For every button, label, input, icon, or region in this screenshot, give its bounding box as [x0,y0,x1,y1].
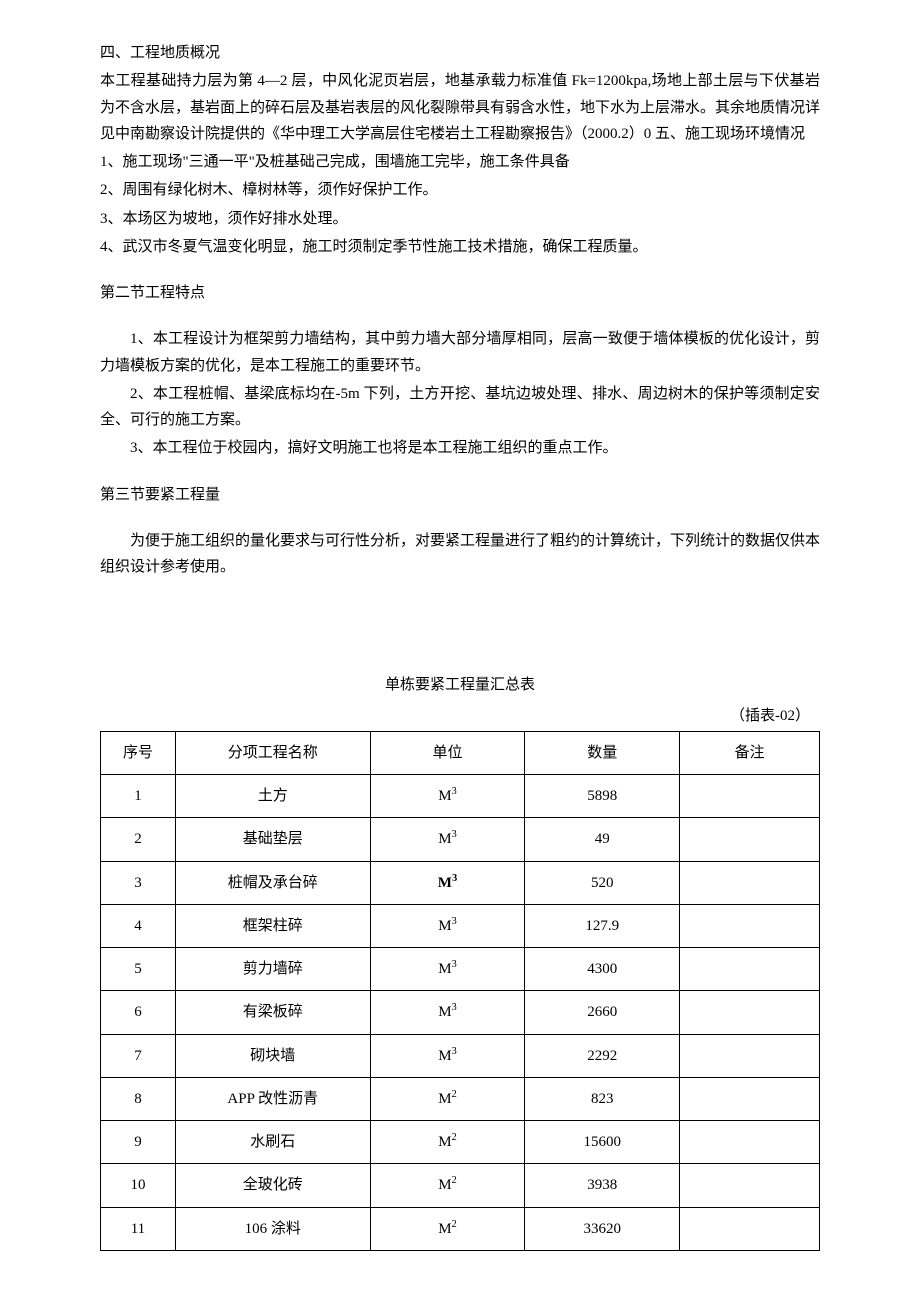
cell-remark [680,948,820,991]
cell-qty: 4300 [525,948,680,991]
section-4: 四、工程地质概况 本工程基础持力层为第 4—2 层，中风化泥页岩层，地基承载力标… [100,40,820,260]
cell-remark [680,1164,820,1207]
header-name: 分项工程名称 [175,731,370,774]
cell-qty: 15600 [525,1121,680,1164]
cell-qty: 33620 [525,1207,680,1250]
cell-qty: 127.9 [525,904,680,947]
table-label: （插表-02） [100,703,820,729]
section-4-item-4: 4、武汉市冬夏气温变化明显，施工时须制定季节性施工技术措施，确保工程质量。 [100,234,820,260]
cell-seq: 1 [101,775,176,818]
section-b-item-3: 3、本工程位于校园内，搞好文明施工也将是本工程施工组织的重点工作。 [100,435,820,461]
cell-name: 土方 [175,775,370,818]
section-b-item-2: 2、本工程桩帽、基梁底标均在-5m 下列，土方开挖、基坑边坡处理、排水、周边树木… [100,381,820,434]
table-row: 9水刷石M215600 [101,1121,820,1164]
header-qty: 数量 [525,731,680,774]
spacer [100,464,820,482]
cell-seq: 6 [101,991,176,1034]
table-body: 1土方M358982基础垫层M3493桩帽及承台碎M35204框架柱碎M3127… [101,775,820,1251]
header-seq: 序号 [101,731,176,774]
cell-qty: 49 [525,818,680,861]
cell-unit: M2 [370,1164,525,1207]
cell-seq: 5 [101,948,176,991]
table-row: 11106 涂料M233620 [101,1207,820,1250]
table-row: 3桩帽及承台碎M3520 [101,861,820,904]
cell-seq: 10 [101,1164,176,1207]
section-4-item-1: 1、施工现场"三通一平"及桩基础己完成，围墙施工完毕，施工条件具备 [100,149,820,175]
table-title: 单栋要紧工程量汇总表 [100,672,820,698]
table-row: 4框架柱碎M3127.9 [101,904,820,947]
cell-remark [680,1034,820,1077]
table-row: 10全玻化砖M23938 [101,1164,820,1207]
cell-seq: 2 [101,818,176,861]
cell-name: 全玻化砖 [175,1164,370,1207]
spacer [100,510,820,528]
section-4-item-3: 3、本场区为坡地，须作好排水处理。 [100,206,820,232]
cell-unit: M3 [370,948,525,991]
table-row: 7砌块墙M32292 [101,1034,820,1077]
table-row: 2基础垫层M349 [101,818,820,861]
cell-remark [680,1121,820,1164]
cell-remark [680,904,820,947]
section-b-item-1: 1、本工程设计为框架剪力墙结构，其中剪力墙大部分墙厚相同，层高一致便于墙体模板的… [100,326,820,379]
cell-qty: 3938 [525,1164,680,1207]
header-remark: 备注 [680,731,820,774]
spacer [100,308,820,326]
cell-remark [680,818,820,861]
cell-qty: 520 [525,861,680,904]
cell-unit: M3 [370,775,525,818]
cell-seq: 8 [101,1077,176,1120]
cell-unit: M2 [370,1077,525,1120]
header-unit: 单位 [370,731,525,774]
section-b-heading: 第二节工程特点 [100,280,820,306]
cell-seq: 11 [101,1207,176,1250]
cell-name: 桩帽及承台碎 [175,861,370,904]
cell-unit: M3 [370,861,525,904]
cell-name: 水刷石 [175,1121,370,1164]
cell-unit: M3 [370,818,525,861]
cell-remark [680,861,820,904]
table-header-row: 序号 分项工程名称 单位 数量 备注 [101,731,820,774]
table-row: 5剪力墙碎M34300 [101,948,820,991]
spacer [100,262,820,280]
cell-unit: M3 [370,904,525,947]
section-b: 第二节工程特点 1、本工程设计为框架剪力墙结构，其中剪力墙大部分墙厚相同，层高一… [100,280,820,462]
cell-name: 框架柱碎 [175,904,370,947]
cell-qty: 2660 [525,991,680,1034]
cell-name: 基础垫层 [175,818,370,861]
cell-remark [680,991,820,1034]
cell-seq: 3 [101,861,176,904]
cell-name: 剪力墙碎 [175,948,370,991]
section-4-body: 本工程基础持力层为第 4—2 层，中风化泥页岩层，地基承载力标准值 Fk=120… [100,68,820,147]
cell-remark [680,1077,820,1120]
cell-unit: M2 [370,1121,525,1164]
cell-unit: M3 [370,991,525,1034]
section-c: 第三节要紧工程量 为便于施工组织的量化要求与可行性分析，对要紧工程量进行了粗约的… [100,482,820,581]
cell-unit: M3 [370,1034,525,1077]
cell-name: 有梁板碎 [175,991,370,1034]
quantities-table: 序号 分项工程名称 单位 数量 备注 1土方M358982基础垫层M3493桩帽… [100,731,820,1251]
cell-seq: 7 [101,1034,176,1077]
section-4-heading: 四、工程地质概况 [100,40,820,66]
table-row: 8APP 改性沥青M2823 [101,1077,820,1120]
cell-name: 砌块墙 [175,1034,370,1077]
cell-remark [680,1207,820,1250]
cell-seq: 9 [101,1121,176,1164]
section-c-body: 为便于施工组织的量化要求与可行性分析，对要紧工程量进行了粗约的计算统计，下列统计… [100,528,820,581]
section-c-heading: 第三节要紧工程量 [100,482,820,508]
cell-qty: 5898 [525,775,680,818]
spacer [100,582,820,672]
table-row: 1土方M35898 [101,775,820,818]
cell-remark [680,775,820,818]
cell-unit: M2 [370,1207,525,1250]
cell-qty: 823 [525,1077,680,1120]
cell-name: APP 改性沥青 [175,1077,370,1120]
cell-qty: 2292 [525,1034,680,1077]
cell-name: 106 涂料 [175,1207,370,1250]
cell-seq: 4 [101,904,176,947]
section-4-item-2: 2、周围有绿化树木、樟树林等，须作好保护工作。 [100,177,820,203]
table-row: 6有梁板碎M32660 [101,991,820,1034]
